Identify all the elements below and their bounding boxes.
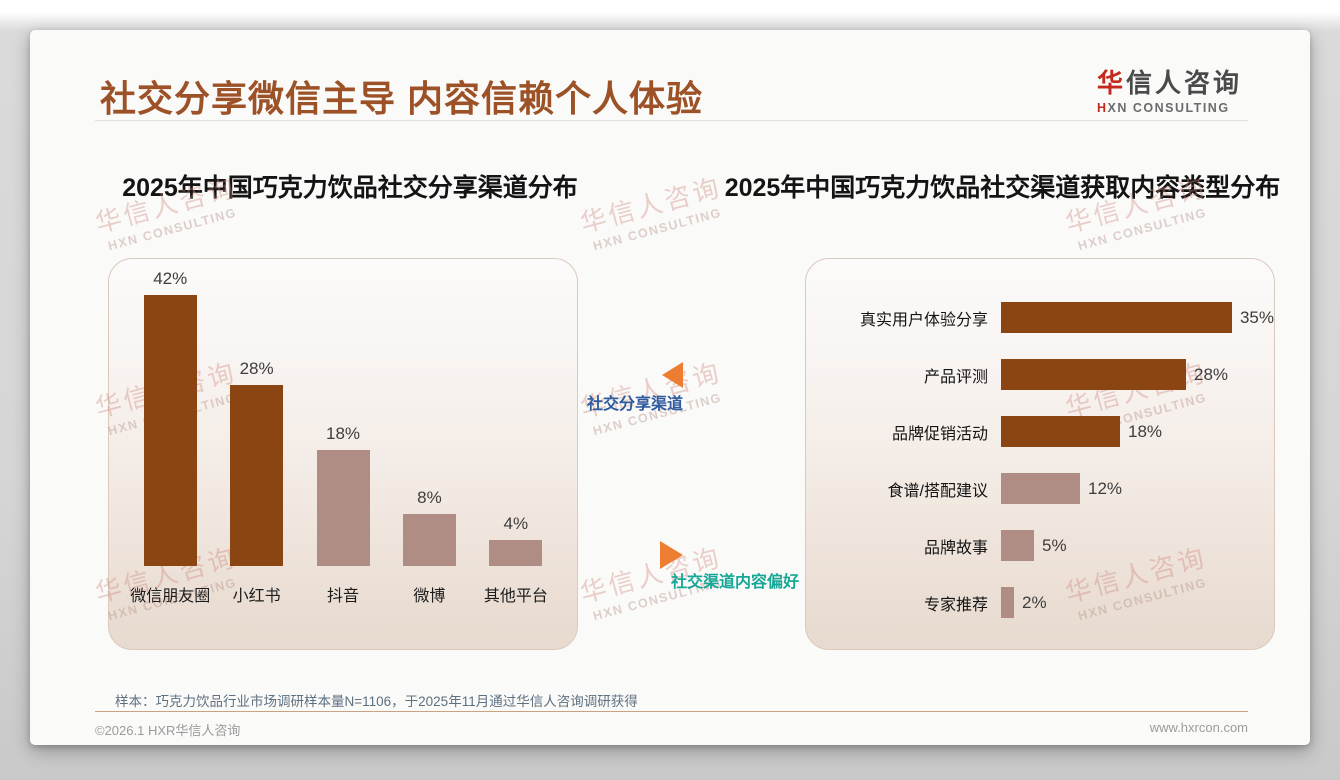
bar xyxy=(402,514,456,566)
page-title: 社交分享微信主导 内容信赖个人体验 xyxy=(100,78,704,119)
company-logo: 华信人咨询 HXN CONSULTING xyxy=(1097,63,1242,115)
left-chart-panel: 42% 微信朋友圈 28% 小红书 18% 抖音 8% 微博 4% 其他平台 xyxy=(108,258,578,650)
bar xyxy=(316,450,370,566)
footer-copyright: ©2026.1 HXR华信人咨询 xyxy=(95,723,241,738)
bar-row: 真实用户体验分享 35% xyxy=(806,302,1274,333)
bar-column: 8% 微博 xyxy=(386,488,472,605)
bar-column: 4% 其他平台 xyxy=(473,514,559,605)
watermark-en: HXN CONSULTING xyxy=(591,205,724,254)
bar xyxy=(1001,473,1080,504)
bar-value-label: 28% xyxy=(1194,364,1229,384)
horizontal-bar-chart: 真实用户体验分享 35% 产品评测 28% 品牌促销活动 18% 食谱/搭配建议 12% 品牌故… xyxy=(806,302,1274,644)
logo-zh: 华信人咨询 xyxy=(1097,63,1242,100)
category-label: 小红书 xyxy=(232,588,281,605)
bar-value-label: 35% xyxy=(1239,307,1274,327)
bar-value-label: 28% xyxy=(239,359,274,378)
watermark-en: HXN CONSULTING xyxy=(106,205,239,254)
bar-value-label: 8% xyxy=(417,488,442,507)
bar-column: 28% 小红书 xyxy=(213,359,299,605)
logo-zh-accent: 华 xyxy=(1096,68,1126,98)
category-label: 抖音 xyxy=(327,588,360,605)
bar-row: 产品评测 28% xyxy=(806,359,1274,390)
bar-value-label: 18% xyxy=(1128,421,1163,441)
right-chart-title: 2025年中国巧克力饮品社交渠道获取内容类型分布 xyxy=(724,174,1281,202)
bar xyxy=(143,295,197,566)
logo-en: HXN CONSULTING xyxy=(1097,101,1242,115)
watermark-en: HXN CONSULTING xyxy=(1076,205,1209,254)
left-chart-title: 2025年中国巧克力饮品社交分享渠道分布 xyxy=(122,174,578,202)
bar-column: 18% 抖音 xyxy=(300,424,386,605)
bar-row: 品牌促销活动 18% xyxy=(806,416,1274,447)
category-label: 微信朋友圈 xyxy=(130,588,211,605)
right-chart-panel: 真实用户体验分享 35% 产品评测 28% 品牌促销活动 18% 食谱/搭配建议 12% 品牌故… xyxy=(805,258,1275,650)
logo-en-rest: XN CONSULTING xyxy=(1107,101,1230,115)
arrow-right-icon xyxy=(660,541,683,569)
category-label: 真实用户体验分享 xyxy=(859,311,988,329)
bar xyxy=(1001,416,1120,447)
title-divider xyxy=(95,120,1248,121)
bar-row: 专家推荐 2% xyxy=(806,587,1274,618)
category-label: 食谱/搭配建议 xyxy=(887,482,988,500)
bar-value-label: 4% xyxy=(503,514,529,533)
logo-en-accent: H xyxy=(1096,101,1108,115)
category-label: 专家推荐 xyxy=(923,596,988,614)
category-label: 品牌故事 xyxy=(923,539,988,557)
bar-value-label: 12% xyxy=(1088,478,1123,498)
share-channels-annotation: 社交分享渠道 xyxy=(587,396,684,413)
watermark-zh: 华信人咨询 xyxy=(577,356,725,424)
logo-zh-rest: 信人咨询 xyxy=(1125,68,1242,98)
bar xyxy=(1001,587,1014,618)
bar-value-label: 5% xyxy=(1042,535,1067,555)
sample-note: 样本：巧克力饮品行业市场调研样本量N=1106，于2025年11月通过华信人咨询… xyxy=(115,694,638,709)
bar-row: 品牌故事 5% xyxy=(806,530,1274,561)
bar xyxy=(489,540,543,566)
bar-value-label: 2% xyxy=(1022,592,1047,612)
vertical-bar-chart: 42% 微信朋友圈 28% 小红书 18% 抖音 8% 微博 4% 其他平台 xyxy=(127,259,559,605)
category-label: 品牌促销活动 xyxy=(891,425,988,443)
content-preference-annotation: 社交渠道内容偏好 xyxy=(671,574,800,591)
bar-row: 食谱/搭配建议 12% xyxy=(806,473,1274,504)
bar xyxy=(1000,302,1232,333)
category-label: 微博 xyxy=(413,588,446,605)
bar xyxy=(1001,359,1186,390)
category-label: 产品评测 xyxy=(923,368,988,386)
bar-column: 42% 微信朋友圈 xyxy=(127,269,213,605)
bar xyxy=(230,385,284,566)
arrow-left-icon xyxy=(662,362,683,388)
bar-value-label: 42% xyxy=(153,269,188,288)
bar-value-label: 18% xyxy=(326,424,361,443)
slide-card: 社交分享微信主导 内容信赖个人体验 华信人咨询 HXN CONSULTING 2… xyxy=(30,30,1310,745)
category-label: 其他平台 xyxy=(483,588,548,605)
footer-website: www.hxrcon.com xyxy=(1149,720,1248,735)
bar xyxy=(1001,530,1034,561)
footer-divider xyxy=(95,711,1248,712)
